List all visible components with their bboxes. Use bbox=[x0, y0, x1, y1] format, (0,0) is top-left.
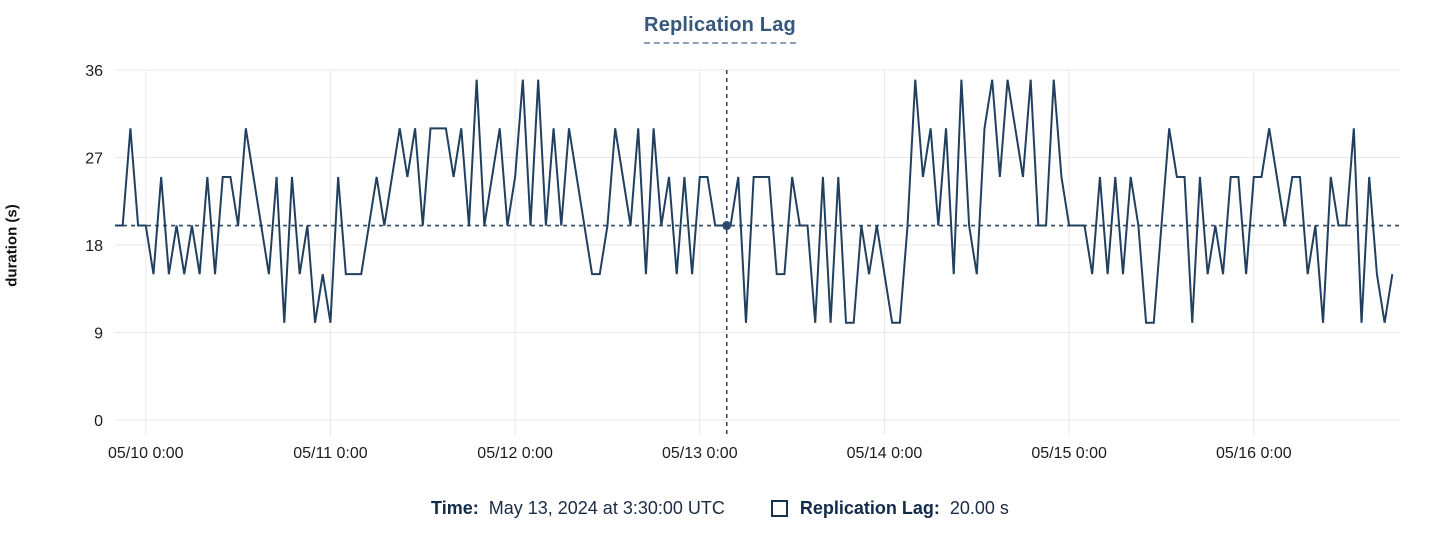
legend-square-icon[interactable] bbox=[770, 500, 788, 517]
x-tick-label: 05/16 0:00 bbox=[1216, 445, 1292, 462]
time-value: May 13, 2024 at 3:30:00 UTC bbox=[488, 498, 725, 518]
x-tick-label: 05/15 0:00 bbox=[1031, 445, 1107, 462]
tooltip-footer: Time: May 13, 2024 at 3:30:00 UTC Replic… bbox=[0, 498, 1440, 519]
replication-lag-line-series[interactable] bbox=[115, 79, 1394, 324]
time-label: Time: bbox=[431, 498, 479, 518]
y-tick-label: 9 bbox=[94, 326, 103, 343]
x-tick-label: 05/12 0:00 bbox=[477, 445, 553, 462]
x-tick-label: 05/11 0:00 bbox=[293, 445, 368, 462]
y-tick-label: 36 bbox=[85, 63, 103, 80]
x-tick-label: 05/10 0:00 bbox=[108, 445, 184, 462]
y-tick-label: 18 bbox=[85, 238, 103, 255]
x-tick-label: 05/13 0:00 bbox=[662, 445, 738, 462]
series-value: 20.00 s bbox=[949, 498, 1009, 518]
y-tick-label: 0 bbox=[94, 413, 103, 430]
y-tick-label: 27 bbox=[85, 151, 103, 168]
series-label[interactable]: Replication Lag: bbox=[799, 498, 940, 518]
crosshair-marker-dot[interactable] bbox=[722, 221, 732, 231]
x-tick-label: 05/14 0:00 bbox=[847, 445, 923, 462]
chart-canvas[interactable]: 0 9 18 27 36 05/10 0:00 05/11 0:00 05/12 0:00 05… bbox=[0, 0, 1440, 480]
